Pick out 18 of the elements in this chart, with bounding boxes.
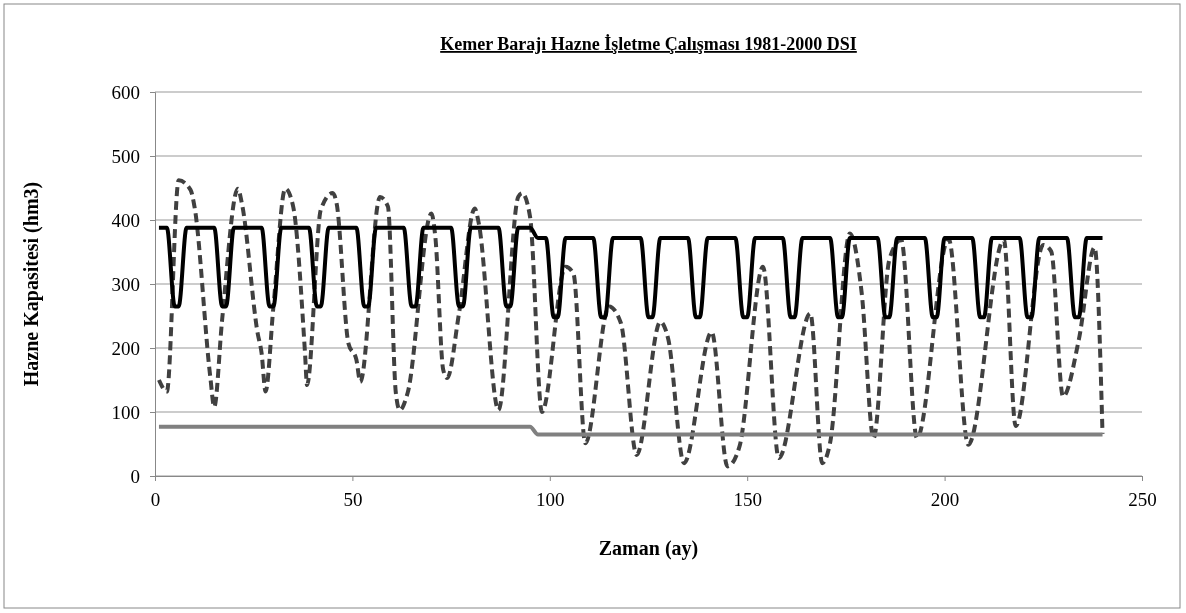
chart-title: Kemer Barajı Hazne İşletme Çalışması 1981-2000 DSI <box>440 34 857 54</box>
x-axis-title: Zaman (ay) <box>598 537 699 560</box>
line-series <box>156 178 1105 469</box>
x-tick-label: 150 <box>733 489 762 511</box>
y-tick-label: 400 <box>111 209 140 231</box>
y-tick-label: 200 <box>111 337 140 359</box>
y-tick-label: 0 <box>130 465 140 487</box>
x-tick-label: 250 <box>1128 489 1157 511</box>
y-tick-label: 600 <box>111 81 140 103</box>
x-tick-label: 200 <box>930 489 960 511</box>
x-tick-label: 100 <box>536 489 565 511</box>
x-tick-label: 0 <box>150 489 161 511</box>
y-tick-label: 500 <box>111 145 140 167</box>
y-tick-label: 300 <box>111 273 140 295</box>
y-axis-title: Hazne Kapasitesi (hm3) <box>20 181 43 387</box>
y-tick-label: 100 <box>111 401 140 423</box>
x-tick-label: 50 <box>343 489 363 511</box>
line-series <box>156 225 1105 320</box>
